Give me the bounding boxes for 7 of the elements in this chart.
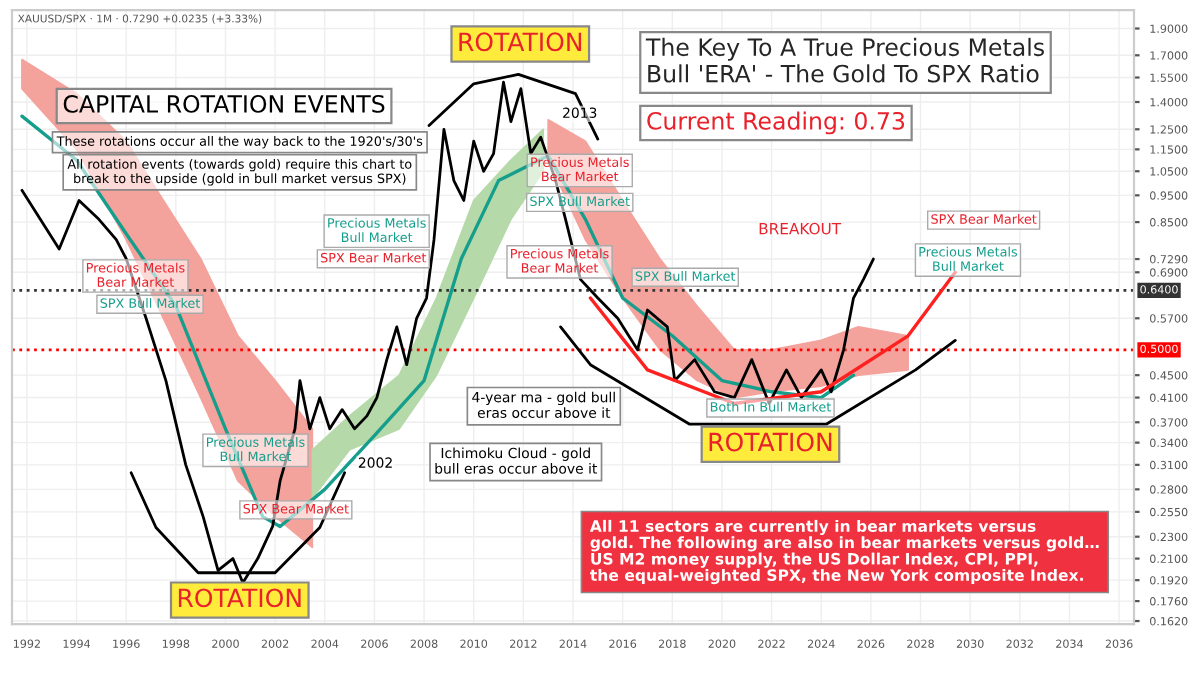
annotation: ROTATION bbox=[178, 588, 301, 608]
annotation: ROTATION bbox=[709, 432, 832, 452]
annotation: ROTATION bbox=[459, 32, 582, 52]
text: The Key To A True Precious Metals Bull 'ERA' - The Gold To SPX Ratio bbox=[645, 37, 1044, 83]
line-series bbox=[559, 325, 957, 426]
annotation: CAPITAL ROTATION EVENTS bbox=[63, 94, 385, 113]
text: Current Reading: 0.73 bbox=[647, 111, 905, 135]
